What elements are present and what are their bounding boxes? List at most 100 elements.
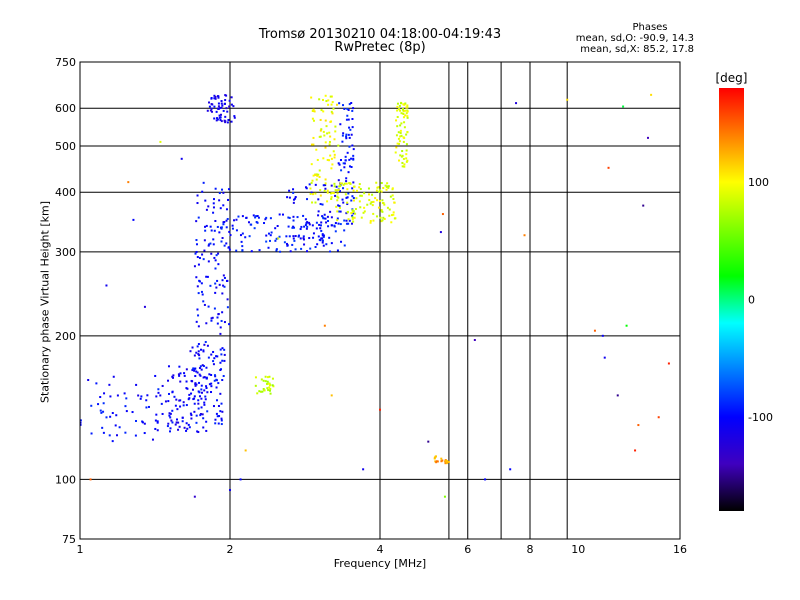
echo-point xyxy=(291,243,294,246)
echo-point xyxy=(226,121,229,124)
echo-point xyxy=(210,107,213,110)
echo-point xyxy=(360,194,363,197)
echo-point xyxy=(291,226,294,229)
echo-point xyxy=(350,199,353,202)
echo-point xyxy=(212,238,215,241)
echo-point xyxy=(156,420,159,423)
echo-point xyxy=(315,148,318,151)
echo-point xyxy=(380,220,383,223)
echo-point xyxy=(396,105,399,108)
echo-point xyxy=(324,217,327,220)
echo-point xyxy=(213,105,216,108)
echo-point xyxy=(320,128,323,131)
echo-point xyxy=(340,240,343,243)
echo-point xyxy=(358,200,361,203)
echo-point xyxy=(87,379,90,382)
echo-point xyxy=(326,158,329,161)
echo-point xyxy=(278,213,281,216)
echo-point xyxy=(319,189,322,192)
echo-point xyxy=(224,99,227,102)
echo-point xyxy=(197,399,200,402)
echo-point xyxy=(338,205,341,208)
echo-point xyxy=(404,102,407,105)
echo-point xyxy=(228,323,231,326)
echo-point xyxy=(196,256,199,259)
echo-point xyxy=(305,187,308,190)
echo-point xyxy=(201,364,204,367)
echo-point xyxy=(320,221,323,224)
echo-point xyxy=(161,384,164,387)
echo-point xyxy=(405,160,408,163)
echo-point xyxy=(101,426,104,429)
echo-point xyxy=(392,197,395,200)
echo-point xyxy=(380,209,383,212)
echo-point xyxy=(333,138,336,141)
echo-point xyxy=(398,104,401,107)
echo-point xyxy=(254,376,257,379)
echo-point xyxy=(197,216,200,219)
echo-point xyxy=(292,237,295,240)
echo-point xyxy=(351,209,354,212)
echo-point xyxy=(322,234,325,237)
echo-point xyxy=(304,223,307,226)
echo-point xyxy=(338,102,341,105)
echo-point xyxy=(265,234,268,237)
echo-point xyxy=(124,405,127,408)
y-tick-label: 200 xyxy=(55,330,76,343)
echo-point xyxy=(210,385,213,388)
echo-point xyxy=(223,359,226,362)
echo-point xyxy=(394,217,397,220)
echo-point xyxy=(197,314,200,317)
echo-point xyxy=(225,107,228,110)
echo-point xyxy=(566,98,569,101)
echo-point xyxy=(406,110,409,113)
echo-point xyxy=(230,120,233,123)
echo-point xyxy=(312,174,315,177)
echo-point xyxy=(348,136,351,139)
echo-point xyxy=(190,414,193,417)
echo-point xyxy=(191,346,194,349)
echo-point xyxy=(232,105,235,108)
echo-point xyxy=(212,405,215,408)
echo-point xyxy=(228,105,231,108)
echo-point xyxy=(203,376,206,379)
echo-point xyxy=(268,375,271,378)
echo-point xyxy=(350,222,353,225)
echo-point xyxy=(311,224,314,227)
echo-point xyxy=(210,110,213,113)
echo-point xyxy=(327,99,330,102)
echo-point xyxy=(350,157,353,160)
echo-point xyxy=(215,412,218,415)
echo-point xyxy=(219,348,222,351)
echo-point xyxy=(205,387,208,390)
echo-point xyxy=(118,426,121,429)
echo-point xyxy=(111,412,114,415)
echo-point xyxy=(398,159,401,162)
echo-point xyxy=(229,234,232,237)
echo-point xyxy=(402,157,405,160)
echo-point xyxy=(196,371,199,374)
echo-point xyxy=(339,184,342,187)
echo-point xyxy=(196,345,199,348)
echo-point xyxy=(204,229,207,232)
echo-point xyxy=(195,250,198,253)
echo-point xyxy=(260,378,263,381)
echo-point xyxy=(405,112,408,115)
echo-point xyxy=(95,382,98,385)
echo-point xyxy=(222,191,225,194)
echo-point xyxy=(351,195,354,198)
echo-point xyxy=(657,416,660,419)
echo-point xyxy=(196,285,199,288)
echo-point xyxy=(151,438,154,441)
echo-point xyxy=(213,357,216,360)
echo-point xyxy=(132,218,135,221)
echo-point xyxy=(197,263,200,266)
echo-point xyxy=(354,212,357,215)
echo-point xyxy=(302,235,305,238)
echo-point xyxy=(336,217,339,220)
echo-point xyxy=(195,383,198,386)
echo-point xyxy=(339,223,342,226)
echo-point xyxy=(343,229,346,232)
echo-point xyxy=(222,204,225,207)
echo-point xyxy=(332,192,335,195)
